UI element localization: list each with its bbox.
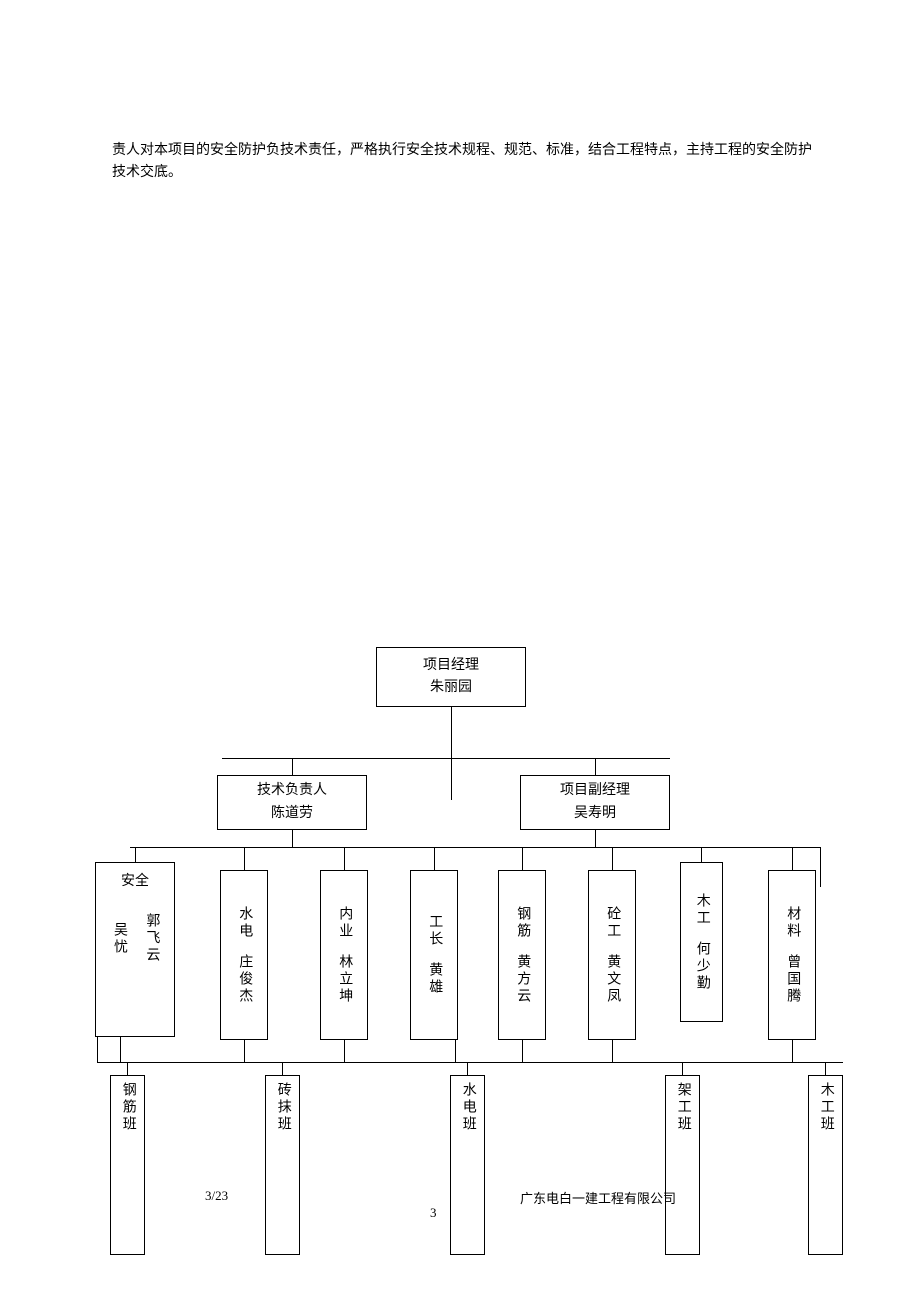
footer-page-frac: 3/23 xyxy=(205,1188,228,1204)
safety-title: 安全 xyxy=(121,871,149,893)
node-rebar: 钢筋 黄方云 xyxy=(498,870,546,1040)
safety-name-1: 吴忧 xyxy=(108,913,130,964)
node-material: 材料 曾国腾 xyxy=(768,870,816,1040)
footer-company: 广东电白一建工程有限公司 xyxy=(520,1188,676,1207)
deputy-name: 吴寿明 xyxy=(574,803,616,825)
team-we-label: 水电班 xyxy=(456,1082,478,1133)
team-brick-label: 砖抹班 xyxy=(271,1082,293,1133)
office-title: 内业 xyxy=(333,906,355,940)
pm-title: 项目经理 xyxy=(423,655,479,677)
intro-text: 责人对本项目的安全防护负技术责任，严格执行安全技术规程、规范、标准，结合工程特点… xyxy=(112,143,812,180)
team-water-elec: 水电班 xyxy=(450,1075,485,1255)
tech-name: 陈道劳 xyxy=(271,803,313,825)
team-rebar: 钢筋班 xyxy=(110,1075,145,1255)
node-safety: 安全 吴忧 郭飞云 xyxy=(95,862,175,1037)
rebar-title: 钢筋 xyxy=(511,906,533,940)
office-name: 林立坤 xyxy=(333,954,355,1005)
foreman-title: 工长 xyxy=(423,914,445,948)
deputy-title: 项目副经理 xyxy=(560,780,630,802)
concrete-name: 黄文凤 xyxy=(601,954,623,1005)
safety-name-2: 郭飞云 xyxy=(140,913,162,964)
pm-name: 朱丽园 xyxy=(430,677,472,699)
tech-title: 技术负责人 xyxy=(257,780,327,802)
team-scaffold-label: 架工班 xyxy=(671,1082,693,1133)
we-name: 庄俊杰 xyxy=(233,954,255,1005)
node-tech-lead: 技术负责人 陈道劳 xyxy=(217,775,367,830)
footer-page-num: 3 xyxy=(430,1205,437,1221)
concrete-title: 砼工 xyxy=(601,906,623,940)
mat-name: 曾国腾 xyxy=(781,954,803,1005)
carp-name: 何少勤 xyxy=(690,941,712,992)
node-deputy-pm: 项目副经理 吴寿明 xyxy=(520,775,670,830)
mat-title: 材料 xyxy=(781,906,803,940)
node-foreman: 工长 黄雄 xyxy=(410,870,458,1040)
foreman-name: 黄雄 xyxy=(423,962,445,996)
node-office: 内业 林立坤 xyxy=(320,870,368,1040)
node-concrete: 砼工 黄文凤 xyxy=(588,870,636,1040)
we-title: 水电 xyxy=(233,906,255,940)
node-project-manager: 项目经理 朱丽园 xyxy=(376,647,526,707)
rebar-name: 黄方云 xyxy=(511,954,533,1005)
team-wood-label: 木工班 xyxy=(814,1082,836,1133)
team-brick: 砖抹班 xyxy=(265,1075,300,1255)
node-carpenter: 木工 何少勤 xyxy=(680,862,723,1022)
node-water-elec: 水电 庄俊杰 xyxy=(220,870,268,1040)
team-wood: 木工班 xyxy=(808,1075,843,1255)
intro-paragraph: 责人对本项目的安全防护负技术责任，严格执行安全技术规程、规范、标准，结合工程特点… xyxy=(112,140,812,185)
team-scaffold: 架工班 xyxy=(665,1075,700,1255)
carp-title: 木工 xyxy=(690,893,712,927)
team-rebar-label: 钢筋班 xyxy=(116,1082,138,1133)
